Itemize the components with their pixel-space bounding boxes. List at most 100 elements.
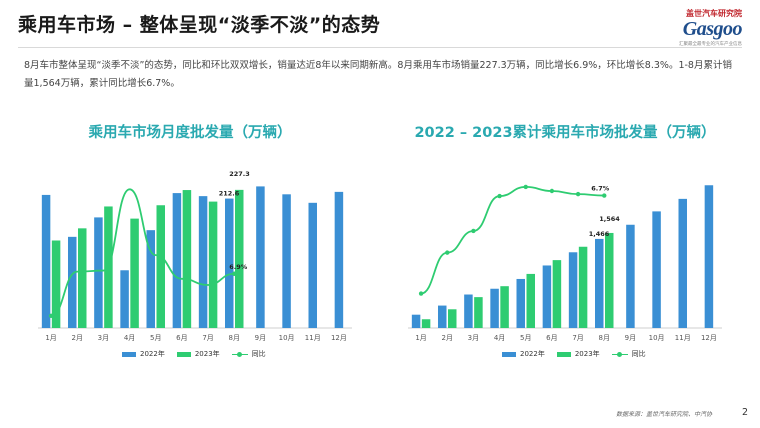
- x-tick-label: 11月: [675, 334, 691, 342]
- cumulative-wholesale-chart: 1月 2月 3月 4月 5月 6月 7月 8月 9月 10月 11月 12月 1,466 1,564 6.7…: [408, 185, 722, 342]
- x-tick-label: 7月: [572, 334, 583, 342]
- bar-2022-11: [308, 202, 317, 328]
- x-tick-label: 12月: [701, 334, 717, 342]
- logo-subtext: 汇聚最全最专业的汽车产业信息: [679, 42, 742, 47]
- yoy-point-8: [232, 271, 237, 276]
- yoy-point-6: [549, 188, 555, 194]
- bar-2022-2: [68, 236, 77, 328]
- monthly-chart-legend: 2022年 2023年 同比: [122, 349, 266, 359]
- bar-2023-1: [51, 240, 61, 328]
- legend-item-2023: 2023年: [176, 349, 220, 359]
- bar-2022-7: [198, 196, 208, 328]
- data-label-yoy-aug: 6.7%: [591, 185, 610, 193]
- bar-2023-8: [235, 189, 244, 328]
- data-label-2023-aug: 227.3: [229, 170, 250, 178]
- x-tick-label: 2月: [72, 334, 83, 342]
- x-tick-label: 10月: [279, 334, 295, 342]
- yoy-point-1: [418, 291, 424, 296]
- yoy-line: [50, 188, 235, 317]
- bar-2022-6: [172, 193, 182, 328]
- x-tick-label: 10月: [649, 334, 665, 342]
- legend-swatch-yoy: [611, 351, 628, 357]
- bar-2022-2: [438, 305, 447, 328]
- legend-item-2023: 2023年: [556, 349, 600, 359]
- legend-swatch-2023: [176, 351, 191, 357]
- data-label-2022-aug: 212.6: [219, 190, 240, 198]
- bar-2023-2: [448, 309, 457, 328]
- cumulative-chart-title: 2022 – 2023累计乘用车市场批发量（万辆）: [414, 125, 716, 141]
- x-tick-label: 2月: [442, 334, 453, 342]
- x-tick-label: 8月: [229, 334, 240, 342]
- logo-wordmark: Gasgoo: [682, 18, 743, 40]
- yoy-point-8: [602, 193, 607, 198]
- bar-2022-4: [490, 288, 499, 328]
- logo-top-text: 盖世汽车研究院: [686, 9, 742, 18]
- x-tick-label: 12月: [331, 334, 347, 342]
- bar-2022-9: [256, 186, 265, 328]
- legend-label-yoy: 同比: [631, 350, 646, 358]
- bar-2022-12: [704, 185, 714, 328]
- page-number: 2: [741, 407, 748, 418]
- x-tick-label: 4月: [124, 334, 135, 342]
- bar-2023-8: [605, 232, 614, 328]
- bar-2023-6: [182, 190, 192, 328]
- bar-2022-5: [146, 230, 155, 328]
- bar-2023-1: [421, 319, 431, 328]
- bar-2022-9: [626, 224, 635, 328]
- gasgoo-logo: 盖世汽车研究院 Gasgoo 汇聚最全最专业的汽车产业信息: [634, 8, 743, 47]
- data-source: 数据来源：盖世汽车研究院、中汽协: [615, 411, 712, 418]
- legend-swatch-2022: [502, 351, 516, 357]
- bar-2022-11: [678, 198, 687, 328]
- x-tick-label: 11月: [305, 334, 321, 342]
- monthly-chart-title: 乘用车市场月度批发量（万辆）: [88, 125, 292, 141]
- x-tick-label: 7月: [202, 334, 213, 342]
- legend-swatch-yoy: [231, 351, 248, 357]
- yoy-point-2: [445, 250, 450, 255]
- bar-2022-10: [282, 194, 291, 328]
- data-label-yoy-aug: 6.9%: [229, 263, 248, 271]
- data-label-2022-aug: 1,466: [589, 230, 610, 238]
- x-tick-label: 6月: [546, 334, 557, 342]
- legend-item-yoy: 同比: [231, 349, 266, 359]
- data-label-2023-aug: 1,564: [599, 215, 620, 223]
- legend-label-2022: 2022年: [140, 350, 165, 358]
- legend-swatch-2022: [122, 351, 136, 357]
- x-tick-label: 5月: [150, 334, 161, 342]
- x-tick-label: 9月: [255, 334, 266, 342]
- bar-2023-5: [156, 205, 165, 328]
- yoy-point-1: [48, 313, 54, 319]
- bar-2023-7: [208, 201, 218, 328]
- legend-item-2022: 2022年: [502, 349, 545, 359]
- bar-2022-8: [225, 198, 234, 328]
- legend-label-2023: 2023年: [194, 350, 220, 358]
- bar-2022-10: [652, 211, 661, 328]
- legend-item-yoy: 同比: [611, 349, 646, 359]
- header-divider: [18, 47, 742, 48]
- legend-label-2022: 2022年: [520, 350, 545, 358]
- yoy-point-4: [497, 193, 502, 199]
- yoy-point-3: [471, 228, 476, 234]
- legend-label-yoy: 同比: [251, 350, 266, 358]
- bar-2023-5: [526, 273, 535, 328]
- bar-2022-1: [411, 314, 421, 328]
- bar-2023-6: [552, 260, 562, 328]
- x-tick-label: 5月: [520, 334, 531, 342]
- bar-2023-7: [578, 246, 588, 328]
- x-tick-label: 8月: [599, 334, 610, 342]
- legend-label-2023: 2023年: [574, 350, 600, 358]
- bar-2022-7: [568, 252, 578, 328]
- bar-2023-3: [474, 297, 483, 328]
- bar-2023-4: [500, 286, 509, 328]
- bar-2022-3: [94, 217, 103, 328]
- legend-item-2022: 2022年: [122, 349, 165, 359]
- x-tick-label: 9月: [625, 334, 636, 342]
- bar-2023-2: [78, 228, 87, 328]
- x-tick-label: 3月: [98, 334, 109, 342]
- monthly-wholesale-chart: 1月 2月 3月 4月 5月 6月 7月 8月 9月 10月 11月 12月 212.6 227.3 6.9…: [38, 170, 352, 342]
- x-tick-label: 3月: [468, 334, 479, 342]
- x-tick-label: 1月: [415, 334, 426, 342]
- bar-2022-6: [542, 265, 552, 328]
- yoy-point-7: [575, 191, 581, 197]
- bar-2022-12: [334, 191, 344, 328]
- cumulative-chart-legend: 2022年 2023年 同比: [502, 349, 646, 359]
